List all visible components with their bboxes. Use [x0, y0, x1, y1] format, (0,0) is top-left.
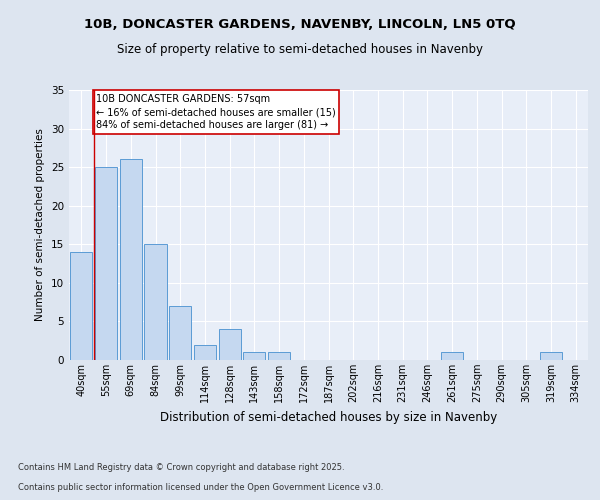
- Text: 10B, DONCASTER GARDENS, NAVENBY, LINCOLN, LN5 0TQ: 10B, DONCASTER GARDENS, NAVENBY, LINCOLN…: [84, 18, 516, 30]
- Bar: [169, 306, 191, 360]
- Text: Contains HM Land Registry data © Crown copyright and database right 2025.: Contains HM Land Registry data © Crown c…: [18, 464, 344, 472]
- Bar: [194, 344, 216, 360]
- Bar: [243, 352, 265, 360]
- Bar: [540, 352, 562, 360]
- Bar: [145, 244, 167, 360]
- Text: 10B DONCASTER GARDENS: 57sqm
← 16% of semi-detached houses are smaller (15)
84% : 10B DONCASTER GARDENS: 57sqm ← 16% of se…: [96, 94, 336, 130]
- Text: Size of property relative to semi-detached houses in Navenby: Size of property relative to semi-detach…: [117, 42, 483, 56]
- Text: Contains public sector information licensed under the Open Government Licence v3: Contains public sector information licen…: [18, 484, 383, 492]
- Bar: [119, 160, 142, 360]
- X-axis label: Distribution of semi-detached houses by size in Navenby: Distribution of semi-detached houses by …: [160, 410, 497, 424]
- Bar: [268, 352, 290, 360]
- Bar: [218, 329, 241, 360]
- Bar: [70, 252, 92, 360]
- Bar: [95, 167, 117, 360]
- Y-axis label: Number of semi-detached properties: Number of semi-detached properties: [35, 128, 46, 322]
- Bar: [441, 352, 463, 360]
